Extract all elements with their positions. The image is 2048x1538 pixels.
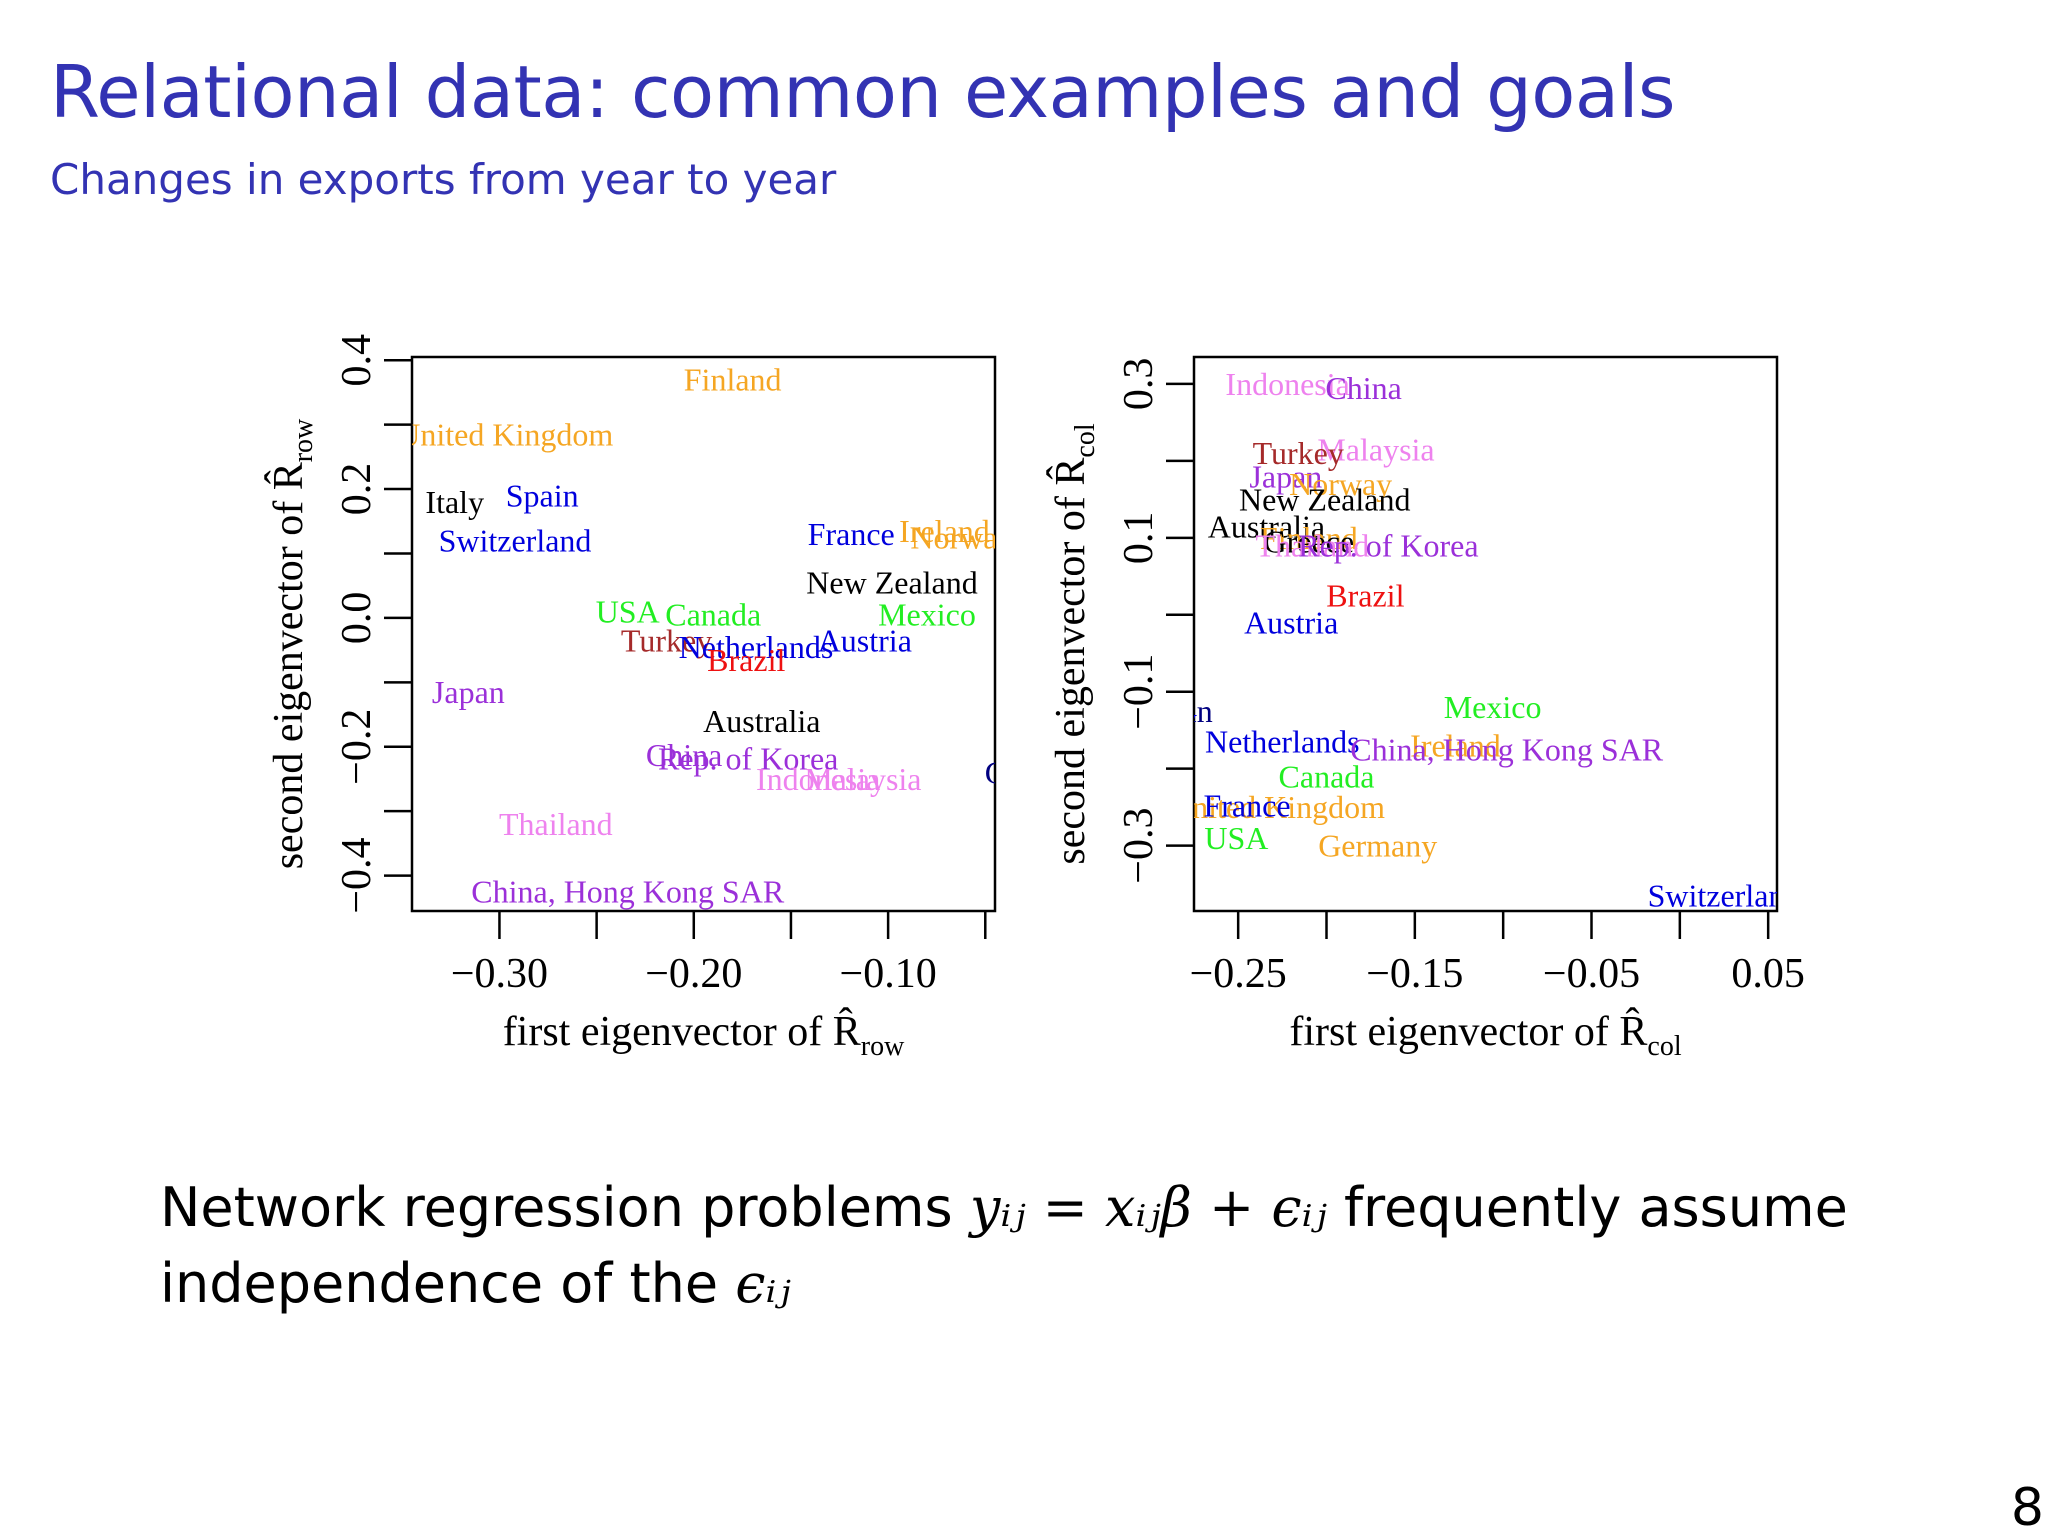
point-label: China <box>1325 370 1401 406</box>
point-label: United Kingdom <box>1169 789 1385 825</box>
point-label: Austria <box>818 622 912 658</box>
point-label: Indonesia <box>1225 366 1349 402</box>
scatter-chart-col: −0.25 −0.15 −0.05 0.05 −0.3 −0.1 0.1 0.3 first e… <box>1046 355 1805 1062</box>
y-tick-label-col: 0.1 <box>1116 512 1162 565</box>
point-labels-col: IndonesiaChinaMalaysiaTurkeyJapanNorwayN… <box>1138 366 1801 914</box>
slide-subtitle: Changes in exports from year to year <box>50 155 837 204</box>
point-label: Canada <box>665 597 761 633</box>
point-label: China, Hong Kong SAR <box>471 874 785 910</box>
body-line-1-prefix: Network regression problems <box>160 1176 970 1239</box>
point-label: Switzerland <box>1648 878 1801 914</box>
point-label: Brazil <box>1326 578 1404 614</box>
point-label: Switzerland <box>439 523 592 559</box>
x-tick-label-row: −0.30 <box>451 951 548 997</box>
point-label: Norway <box>910 519 1013 555</box>
plot-frame-col <box>1192 355 1779 913</box>
point-label: China <box>646 737 722 773</box>
x-tick-label-row: −0.20 <box>645 951 742 997</box>
x-axis-label-col: first eigenvector of R̂col <box>1289 1007 1681 1062</box>
page-number: 8 <box>2010 1478 2044 1538</box>
body-text: Network regression problems yᵢⱼ = xᵢⱼβ +… <box>160 1170 1848 1322</box>
x-tick-label-col: 0.05 <box>1731 951 1805 997</box>
regression-equation: yᵢⱼ = xᵢⱼβ + ϵᵢⱼ <box>969 1176 1327 1239</box>
y-axis-label-col: second eigenvector of R̂col <box>1046 423 1101 864</box>
y-tick-label-row: 0.4 <box>334 334 380 387</box>
scatter-chart-row: −0.30 −0.20 −0.10 −0.4 −0.2 0.0 0.2 0.4 first ei… <box>264 334 1076 1062</box>
point-label: Indonesia <box>756 761 880 797</box>
point-label: Finland <box>1260 520 1358 556</box>
x-tick-label-col: −0.25 <box>1190 951 1287 997</box>
point-label: Malaysia <box>1317 431 1434 467</box>
point-label: Turkey <box>621 622 712 658</box>
point-label: Australia <box>1208 508 1325 544</box>
point-label: Greece <box>985 755 1076 791</box>
point-label: Ireland <box>899 513 990 549</box>
point-label: Japan <box>1249 458 1322 494</box>
point-label: Germany <box>1318 828 1437 864</box>
point-label: United Kingdom <box>397 416 613 452</box>
body-line-2-prefix: independence of the <box>160 1252 736 1315</box>
point-label: New Zealand <box>806 564 977 600</box>
point-label: Italy <box>425 484 484 520</box>
point-label: Italy <box>1138 701 1197 737</box>
y-tick-label-col: 0.3 <box>1116 358 1162 411</box>
point-label: Brazil <box>707 642 785 678</box>
y-tick-label-row: −0.4 <box>334 837 380 913</box>
x-axis-label-row: first eigenvector of R̂row <box>503 1007 905 1062</box>
x-tick-label-row: −0.10 <box>840 951 937 997</box>
point-label: Mexico <box>878 597 976 633</box>
point-label: Netherlands <box>1205 724 1360 760</box>
point-label: Rep. of Korea <box>658 740 838 776</box>
point-label: Greece <box>1264 524 1355 560</box>
body-line-1: Network regression problems yᵢⱼ = xᵢⱼβ +… <box>160 1170 1848 1246</box>
point-label: Thailand <box>1255 528 1369 564</box>
x-tick-label-col: −0.05 <box>1543 951 1640 997</box>
point-label: Ireland <box>1410 728 1501 764</box>
error-term: ϵᵢⱼ <box>735 1252 791 1315</box>
slide-title: Relational data: common examples and goa… <box>50 50 1675 134</box>
point-label: Japan <box>432 674 505 710</box>
y-tick-label-col: −0.3 <box>1116 808 1162 884</box>
point-label: Australia <box>703 703 820 739</box>
point-label: Austria <box>1244 604 1338 640</box>
point-label: France <box>808 516 895 552</box>
point-label: Spain <box>506 478 579 514</box>
point-label: Thailand <box>499 806 613 842</box>
x-tick-label-col: −0.15 <box>1366 951 1463 997</box>
y-tick-label-col: −0.1 <box>1116 654 1162 730</box>
y-tick-label-row: −0.2 <box>334 709 380 785</box>
point-label: Mexico <box>1444 689 1542 725</box>
point-label: France <box>1203 788 1290 824</box>
point-label: USA <box>1204 820 1268 856</box>
point-label: Netherlands <box>679 629 834 665</box>
point-label: China, Hong Kong SAR <box>1350 731 1664 767</box>
point-label: USA <box>596 593 660 629</box>
point-label: Spain <box>1140 693 1213 729</box>
y-tick-label-row: 0.2 <box>334 463 380 515</box>
y-axis-label-row: second eigenvector of R̂row <box>264 418 319 869</box>
point-label: New Zealand <box>1239 481 1410 517</box>
point-label: Malaysia <box>804 761 921 797</box>
point-label: Turkey <box>1253 435 1344 471</box>
body-line-1-suffix: frequently assume <box>1326 1176 1848 1239</box>
plot-frame-row <box>410 355 997 913</box>
point-label: Canada <box>1279 758 1375 794</box>
y-tick-label-row: 0.0 <box>334 592 380 645</box>
point-label: Finland <box>684 362 782 398</box>
point-label: Rep. of Korea <box>1298 528 1478 564</box>
point-label: Norway <box>1289 466 1392 502</box>
body-line-2: independence of the ϵᵢⱼ <box>160 1246 1848 1322</box>
